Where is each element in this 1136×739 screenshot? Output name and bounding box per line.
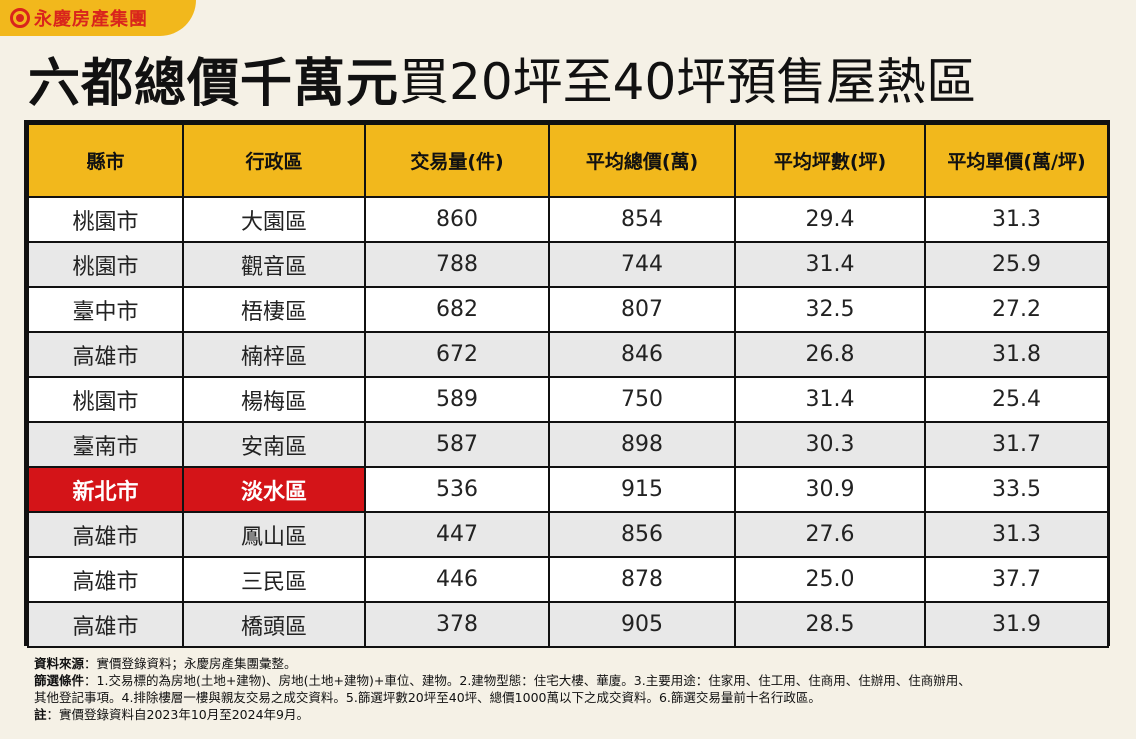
note-footnote: 註：實價登錄資料自2023年10月至2024年9月。 <box>34 706 1114 723</box>
note-source: 資料來源：實價登錄資料；永慶房產集團彙整。 <box>34 655 1114 672</box>
table-cell: 28.5 <box>734 601 926 648</box>
table-cell: 桃園市 <box>27 196 184 243</box>
table-cell: 37.7 <box>924 556 1109 603</box>
table-cell: 橋頭區 <box>182 601 366 648</box>
note-source-label: 資料來源 <box>34 656 85 671</box>
table-cell: 536 <box>364 466 550 513</box>
note-footnote-text: ：實價登錄資料自2023年10月至2024年9月。 <box>46 707 309 722</box>
table-cell: 672 <box>364 331 550 378</box>
table-cell: 桃園市 <box>27 376 184 423</box>
data-table: 縣市 行政區 交易量(件) 平均總價(萬) 平均坪數(坪) 平均單價(萬/坪) … <box>27 123 1109 648</box>
column-header: 平均坪數(坪) <box>734 123 926 198</box>
table-cell: 682 <box>364 286 550 333</box>
table-cell: 31.4 <box>734 376 926 423</box>
table-cell: 905 <box>548 601 736 648</box>
column-header: 平均總價(萬) <box>548 123 736 198</box>
table-row: 高雄市 鳳山區 447 856 27.6 31.3 <box>27 511 1109 558</box>
table-row: 桃園市 觀音區 788 744 31.4 25.9 <box>27 241 1109 288</box>
table-cell: 856 <box>548 511 736 558</box>
table-cell: 915 <box>548 466 736 513</box>
table-cell: 898 <box>548 421 736 468</box>
table-cell: 臺南市 <box>27 421 184 468</box>
table-cell: 高雄市 <box>27 331 184 378</box>
table-row: 臺南市 安南區 587 898 30.3 31.7 <box>27 421 1109 468</box>
table-cell: 31.4 <box>734 241 926 288</box>
table-cell: 31.8 <box>924 331 1109 378</box>
table-cell: 高雄市 <box>27 601 184 648</box>
table-cell: 846 <box>548 331 736 378</box>
note-conditions-label: 篩選條件 <box>34 673 85 688</box>
table-cell: 33.5 <box>924 466 1109 513</box>
table-cell: 27.6 <box>734 511 926 558</box>
table-cell: 788 <box>364 241 550 288</box>
note-conditions: 篩選條件：1.交易標的為房地(土地+建物)、房地(土地+建物)+車位、建物。2.… <box>34 672 1114 689</box>
note-footnote-label: 註 <box>34 707 47 722</box>
table-cell: 大園區 <box>182 196 366 243</box>
brand-logo-icon <box>10 8 30 28</box>
table-cell: 807 <box>548 286 736 333</box>
table-cell: 447 <box>364 511 550 558</box>
table-cell: 鳳山區 <box>182 511 366 558</box>
footnotes: 資料來源：實價登錄資料；永慶房產集團彙整。 篩選條件：1.交易標的為房地(土地+… <box>34 655 1114 723</box>
table-cell: 854 <box>548 196 736 243</box>
data-table-wrapper: 縣市 行政區 交易量(件) 平均總價(萬) 平均坪數(坪) 平均單價(萬/坪) … <box>24 120 1110 648</box>
table-cell: 744 <box>548 241 736 288</box>
table-cell: 31.7 <box>924 421 1109 468</box>
table-cell: 新北市 <box>27 466 184 513</box>
table-cell: 378 <box>364 601 550 648</box>
table-cell: 29.4 <box>734 196 926 243</box>
table-cell: 25.4 <box>924 376 1109 423</box>
table-cell: 梧棲區 <box>182 286 366 333</box>
table-row: 新北市 淡水區 536 915 30.9 33.5 <box>27 466 1109 513</box>
table-cell: 26.8 <box>734 331 926 378</box>
column-header: 縣市 <box>27 123 184 198</box>
table-cell: 桃園市 <box>27 241 184 288</box>
table-cell: 27.2 <box>924 286 1109 333</box>
table-cell: 587 <box>364 421 550 468</box>
table-cell: 25.0 <box>734 556 926 603</box>
table-cell: 三民區 <box>182 556 366 603</box>
table-row: 臺中市 梧棲區 682 807 32.5 27.2 <box>27 286 1109 333</box>
page-title: 六都總價千萬元 買20坪至40坪預售屋熱區 <box>28 42 976 114</box>
table-cell: 30.3 <box>734 421 926 468</box>
title-light: 買20坪至40坪預售屋熱區 <box>399 53 977 111</box>
table-cell: 楠梓區 <box>182 331 366 378</box>
table-cell: 觀音區 <box>182 241 366 288</box>
note-conditions-cont: 其他登記事項。4.排除樓層一樓與親友交易之成交資料。5.篩選坪數20坪至40坪、… <box>34 689 1114 706</box>
note-source-text: ：實價登錄資料；永慶房產集團彙整。 <box>84 656 297 671</box>
table-cell: 安南區 <box>182 421 366 468</box>
table-cell: 30.9 <box>734 466 926 513</box>
table-cell: 楊梅區 <box>182 376 366 423</box>
table-row: 桃園市 楊梅區 589 750 31.4 25.4 <box>27 376 1109 423</box>
note-conditions-line1: ：1.交易標的為房地(土地+建物)、房地(土地+建物)+車位、建物。2.建物型態… <box>84 673 971 688</box>
column-header: 行政區 <box>182 123 366 198</box>
note-conditions-line2: 其他登記事項。4.排除樓層一樓與親友交易之成交資料。5.篩選坪數20坪至40坪、… <box>34 690 821 705</box>
table-cell: 446 <box>364 556 550 603</box>
column-header: 平均單價(萬/坪) <box>924 123 1109 198</box>
table-row: 桃園市 大園區 860 854 29.4 31.3 <box>27 196 1109 243</box>
table-cell: 31.3 <box>924 196 1109 243</box>
table-row: 高雄市 楠梓區 672 846 26.8 31.8 <box>27 331 1109 378</box>
table-cell: 589 <box>364 376 550 423</box>
table-cell: 高雄市 <box>27 511 184 558</box>
table-row: 高雄市 橋頭區 378 905 28.5 31.9 <box>27 601 1109 648</box>
table-cell: 25.9 <box>924 241 1109 288</box>
brand-tab: 永慶房產集團 <box>0 0 196 36</box>
brand-name: 永慶房產集團 <box>34 9 148 30</box>
table-cell: 31.3 <box>924 511 1109 558</box>
table-header-row: 縣市 行政區 交易量(件) 平均總價(萬) 平均坪數(坪) 平均單價(萬/坪) <box>27 123 1109 198</box>
table-body: 桃園市 大園區 860 854 29.4 31.3 桃園市 觀音區 788 744 31.4 25.9… <box>27 196 1109 648</box>
table-cell: 860 <box>364 196 550 243</box>
table-cell: 750 <box>548 376 736 423</box>
table-cell: 高雄市 <box>27 556 184 603</box>
column-header: 交易量(件) <box>364 123 550 198</box>
table-cell: 臺中市 <box>27 286 184 333</box>
table-cell: 32.5 <box>734 286 926 333</box>
table-cell: 淡水區 <box>182 466 366 513</box>
table-cell: 31.9 <box>924 601 1109 648</box>
title-bold: 六都總價千萬元 <box>28 53 400 114</box>
table-cell: 878 <box>548 556 736 603</box>
table-row: 高雄市 三民區 446 878 25.0 37.7 <box>27 556 1109 603</box>
